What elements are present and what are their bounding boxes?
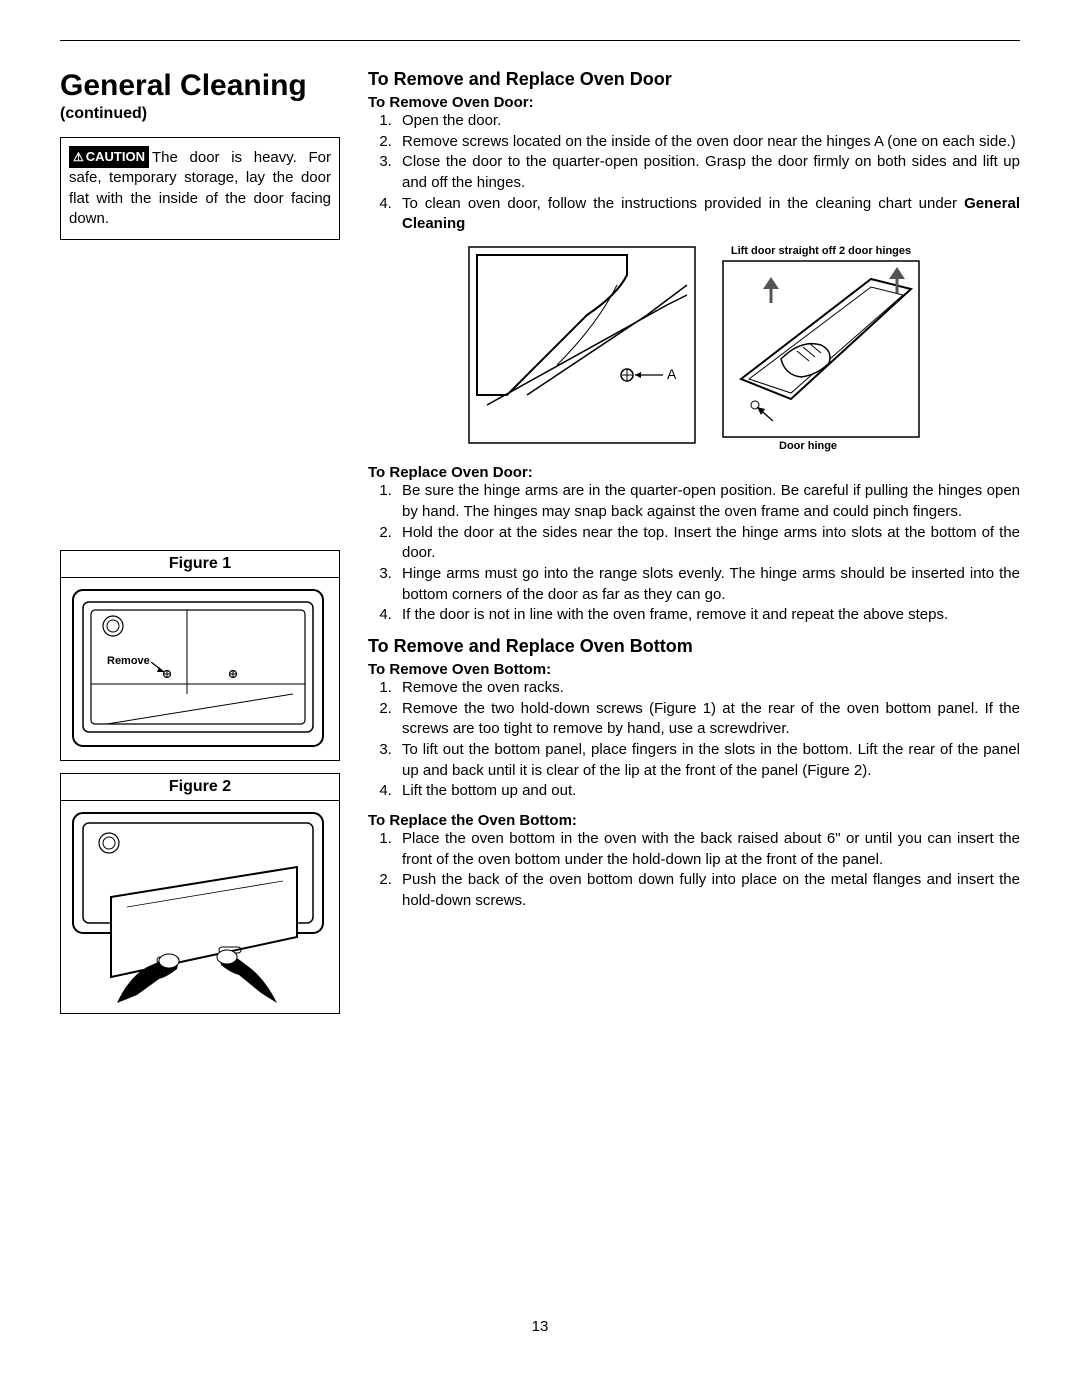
list-item: Open the door. xyxy=(396,111,1020,132)
figure-1-remove-text: Remove xyxy=(107,655,150,667)
section-1-sub-1: To Remove Oven Door: xyxy=(368,94,1020,111)
list-item: Hinge arms must go into the range slots … xyxy=(396,564,1020,605)
figure-2-body xyxy=(61,801,339,1013)
continued-label: (continued) xyxy=(60,105,340,123)
list-item: Hold the door at the sides near the top.… xyxy=(396,523,1020,564)
list-item: Be sure the hinge arms are in the quarte… xyxy=(396,481,1020,522)
figure-2-svg xyxy=(67,807,331,1007)
list-item: To clean oven door, follow the instructi… xyxy=(396,194,1020,235)
figure-1-svg: Remove xyxy=(67,584,331,754)
list-item: Remove the two hold-down screws (Figure … xyxy=(396,699,1020,740)
door-lift-svg xyxy=(721,259,921,439)
list-item-text: To clean oven door, follow the instructi… xyxy=(402,195,964,212)
figure-1-title: Figure 1 xyxy=(61,551,339,578)
list-item: Remove the oven racks. xyxy=(396,678,1020,699)
list-item: If the door is not in line with the oven… xyxy=(396,605,1020,626)
left-column: General Cleaning (continued) CAUTIONThe … xyxy=(60,69,340,1014)
page-title: General Cleaning xyxy=(60,69,340,103)
remove-bottom-steps: Remove the oven racks. Remove the two ho… xyxy=(368,678,1020,802)
section-2-heading: To Remove and Replace Oven Bottom xyxy=(368,636,1020,657)
figure-1-box: Figure 1 xyxy=(60,550,340,761)
figure-2-title: Figure 2 xyxy=(61,774,339,801)
figure-2-box: Figure 2 xyxy=(60,773,340,1014)
remove-door-steps: Open the door. Remove screws located on … xyxy=(368,111,1020,235)
figure-1-body: Remove xyxy=(61,578,339,760)
list-item: Remove screws located on the inside of t… xyxy=(396,132,1020,153)
door-diagram-left: A xyxy=(467,245,697,450)
top-rule xyxy=(60,40,1020,41)
section-2-sub-2: To Replace the Oven Bottom: xyxy=(368,812,1020,829)
main-columns: General Cleaning (continued) CAUTIONThe … xyxy=(60,69,1020,1014)
caution-badge: CAUTION xyxy=(69,146,149,168)
list-item-text: Remove screws located on the inside of t… xyxy=(402,133,1016,150)
replace-bottom-steps: Place the oven bottom in the oven with t… xyxy=(368,829,1020,912)
hinge-screw-svg: A xyxy=(467,245,697,445)
page-number: 13 xyxy=(0,1318,1080,1335)
list-item: Lift the bottom up and out. xyxy=(396,781,1020,802)
door-diagram-row: A Lift door straight off 2 door hinges xyxy=(368,245,1020,450)
list-item: Place the oven bottom in the oven with t… xyxy=(396,829,1020,870)
door-hinge-label: Door hinge xyxy=(779,440,837,452)
list-item: Push the back of the oven bottom down fu… xyxy=(396,870,1020,911)
replace-door-steps: Be sure the hinge arms are in the quarte… xyxy=(368,481,1020,626)
right-column: To Remove and Replace Oven Door To Remov… xyxy=(368,69,1020,1014)
lift-door-label: Lift door straight off 2 door hinges xyxy=(721,245,921,257)
section-2-sub-1: To Remove Oven Bottom: xyxy=(368,661,1020,678)
caution-box: CAUTIONThe door is heavy. For safe, temp… xyxy=(60,137,340,240)
section-1-heading: To Remove and Replace Oven Door xyxy=(368,69,1020,90)
section-1-sub-2: To Replace Oven Door: xyxy=(368,464,1020,481)
a-label: A xyxy=(667,366,677,382)
door-diagram-right: Lift door straight off 2 door hinges xyxy=(721,245,921,450)
list-item: Close the door to the quarter-open posit… xyxy=(396,152,1020,193)
list-item: To lift out the bottom panel, place fing… xyxy=(396,740,1020,781)
